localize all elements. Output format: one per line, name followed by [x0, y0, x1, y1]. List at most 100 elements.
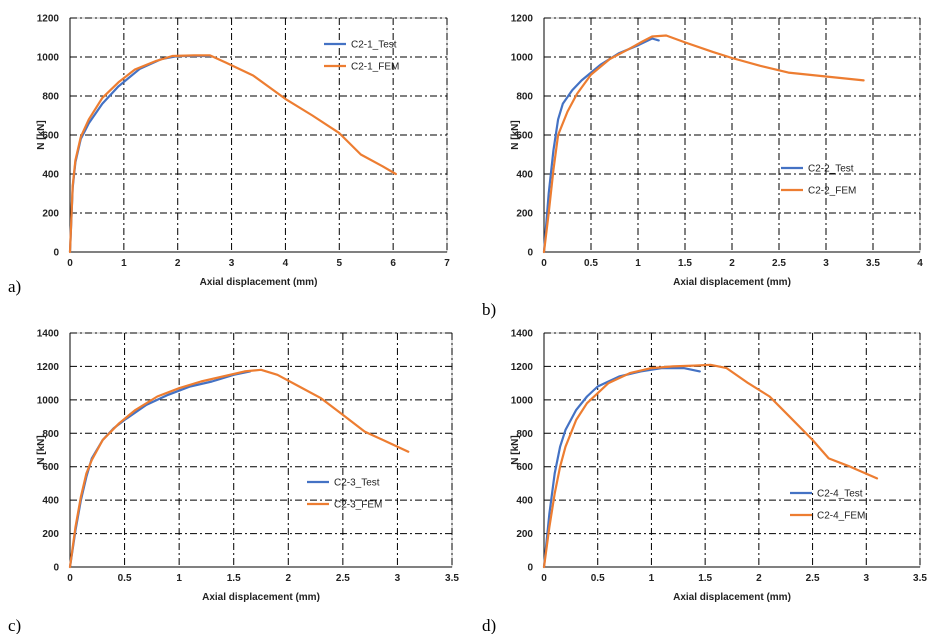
panel-label: d) [482, 616, 496, 634]
x-axis-title: Axial displacement (mm) [202, 592, 320, 603]
legend-label: C2-4_Test [817, 489, 863, 500]
series-line-c2-3-fem [68, 368, 410, 569]
y-tick-label: 1000 [511, 395, 534, 406]
x-tick-label: 2.5 [772, 258, 786, 269]
y-tick-label: 200 [42, 529, 59, 540]
chart-panel-2: 0 0.5 1 1.5 2 2.5 3 3.5 4 0 200 400 600 800 1000 1200 Ax… [482, 14, 923, 320]
series-line-c2-3-test [68, 370, 252, 569]
y-tick-label: 1000 [37, 53, 60, 64]
y-tick-label: 1200 [511, 14, 534, 25]
x-tick-label: 3.5 [866, 258, 880, 269]
x-tick-label: 2 [175, 258, 181, 269]
x-tick-label: 1 [176, 573, 182, 584]
panel-label: b) [482, 300, 496, 319]
x-tick-label: 0.5 [591, 573, 605, 584]
y-tick-label: 1200 [37, 362, 60, 373]
x-tick-label: 0 [67, 258, 73, 269]
y-tick-label: 600 [42, 462, 59, 473]
series-line-c2-4-fem [542, 363, 879, 569]
x-axis-title: Axial displacement (mm) [200, 277, 318, 288]
y-tick-label: 800 [42, 429, 59, 440]
y-tick-label: 1000 [37, 395, 60, 406]
legend: C2-1_Test C2-1_FEM [324, 40, 399, 73]
x-tick-label: 4 [917, 258, 923, 269]
x-tick-label: 1 [121, 258, 127, 269]
panel-label: a) [8, 277, 21, 296]
x-tick-label: 3.5 [913, 573, 927, 584]
x-tick-label: 7 [444, 258, 450, 269]
y-tick-label: 1200 [37, 14, 60, 25]
x-tick-label: 1.5 [227, 573, 241, 584]
legend-label: C2-2_FEM [808, 186, 856, 197]
y-tick-label: 600 [516, 131, 533, 142]
y-tick-label: 1400 [511, 329, 534, 340]
x-axis-title: Axial displacement (mm) [673, 592, 791, 603]
legend-label: C2-1_FEM [351, 62, 399, 73]
legend-label: C2-4_FEM [817, 511, 865, 522]
legend-label: C2-2_Test [808, 164, 854, 175]
x-tick-label: 3 [395, 573, 401, 584]
x-tick-label: 1.5 [698, 573, 712, 584]
y-tick-label: 400 [42, 496, 59, 507]
series-line-c2-1-test [68, 54, 212, 254]
y-tick-label: 0 [527, 248, 533, 259]
legend-label: C2-3_Test [334, 478, 380, 489]
panel-label: c) [8, 616, 21, 634]
y-tick-label: 200 [516, 529, 533, 540]
y-tick-label: 800 [516, 92, 533, 103]
legend: C2-3_Test C2-3_FEM [307, 478, 382, 511]
y-tick-label: 1200 [511, 362, 534, 373]
legend: C2-4_Test C2-4_FEM [790, 489, 865, 522]
y-tick-label: 1400 [37, 329, 60, 340]
x-tick-label: 3 [229, 258, 235, 269]
chart-panel-4: 0 0.5 1 1.5 2 2.5 3 3.5 0 200 400 600 800 1000 1200 140… [482, 329, 927, 634]
x-tick-label: 3 [864, 573, 870, 584]
y-tick-label: 0 [53, 248, 59, 259]
y-tick-label: 0 [53, 563, 59, 574]
series-line-c2-2-test [542, 37, 660, 254]
y-tick-label: 800 [516, 429, 533, 440]
x-tick-label: 0 [541, 573, 547, 584]
y-tick-label: 800 [42, 92, 59, 103]
x-tick-label: 0.5 [584, 258, 598, 269]
y-tick-label: 200 [516, 209, 533, 220]
x-tick-label: 1 [649, 573, 655, 584]
x-tick-label: 6 [390, 258, 396, 269]
plot-area [69, 332, 453, 568]
x-tick-label: 0.5 [118, 573, 132, 584]
x-tick-label: 2 [286, 573, 292, 584]
y-tick-label: 0 [527, 563, 533, 574]
y-tick-label: 400 [42, 170, 59, 181]
x-tick-label: 2.5 [806, 573, 820, 584]
x-tick-label: 2 [756, 573, 762, 584]
x-tick-label: 3 [823, 258, 829, 269]
x-tick-label: 1 [635, 258, 641, 269]
y-axis-title: N [kN] [36, 435, 47, 464]
y-tick-label: 400 [516, 496, 533, 507]
plot-area [543, 332, 921, 568]
chart-panel-3: 0 0.5 1 1.5 2 2.5 3 3.5 0 200 400 600 800 1000 1200 140… [8, 329, 459, 634]
y-tick-label: 200 [42, 209, 59, 220]
legend-label: C2-1_Test [351, 40, 397, 51]
y-axis-title: N [kN] [36, 120, 47, 149]
y-tick-label: 600 [42, 131, 59, 142]
x-tick-label: 4 [283, 258, 289, 269]
legend-label: C2-3_FEM [334, 500, 382, 511]
x-tick-label: 1.5 [678, 258, 692, 269]
series-line-c2-1-fem [68, 54, 397, 254]
x-tick-label: 0 [541, 258, 547, 269]
legend: C2-2_Test C2-2_FEM [781, 164, 856, 197]
y-tick-label: 1000 [511, 53, 534, 64]
y-axis-title: N [kN] [510, 120, 521, 149]
y-tick-label: 600 [516, 462, 533, 473]
x-tick-label: 5 [337, 258, 343, 269]
y-tick-label: 400 [516, 170, 533, 181]
series-line-c2-2-fem [542, 34, 865, 254]
x-tick-label: 3.5 [445, 573, 459, 584]
y-axis-title: N [kN] [510, 435, 521, 464]
x-tick-label: 2.5 [336, 573, 350, 584]
chart-panel-1: 0 1 2 3 4 5 6 7 0 200 400 600 800 1000 1200 Axial displ… [8, 14, 450, 297]
x-tick-label: 0 [67, 573, 73, 584]
series-line-c2-4-test [542, 367, 701, 569]
